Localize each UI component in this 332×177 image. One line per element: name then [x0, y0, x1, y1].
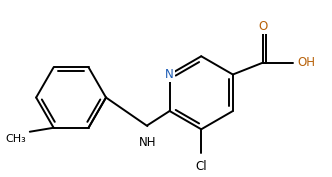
Text: OH: OH: [297, 56, 315, 69]
Text: O: O: [258, 20, 268, 33]
Text: Cl: Cl: [196, 160, 207, 173]
Text: N: N: [165, 68, 174, 81]
Text: NH: NH: [139, 136, 156, 149]
Text: CH₃: CH₃: [6, 134, 27, 144]
